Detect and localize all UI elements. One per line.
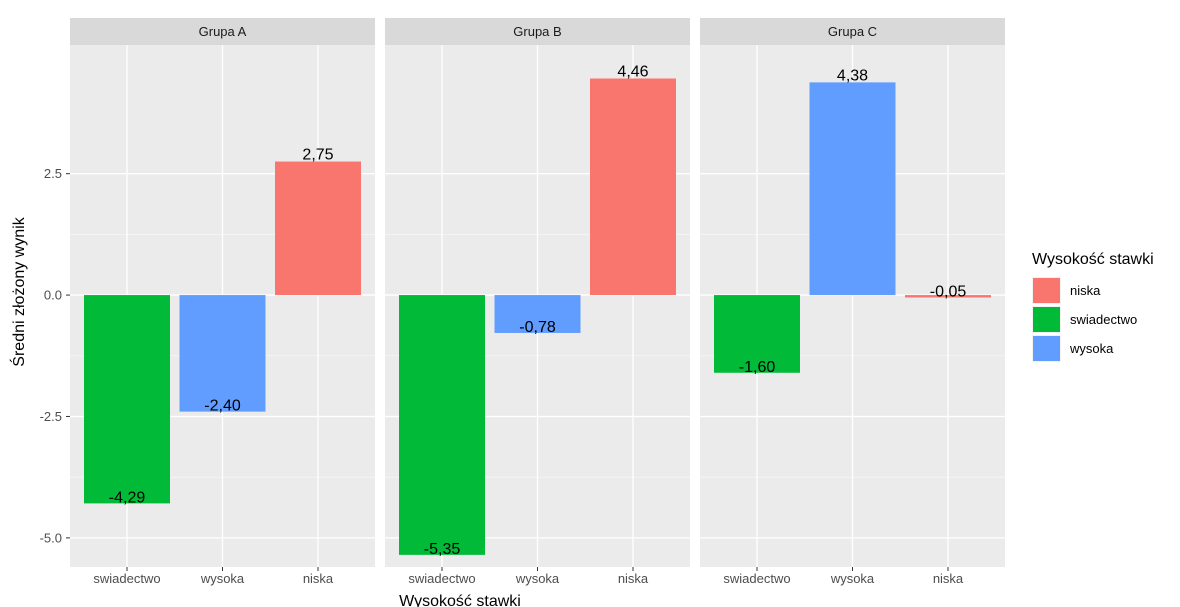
legend-item-wysoka: wysoka: [1032, 335, 1114, 362]
legend-swatch: [1033, 307, 1060, 332]
panel-strip: [70, 18, 375, 45]
x-tick-label: swiadectwo: [408, 571, 475, 586]
y-axis-title: Średni złożony wynik: [9, 216, 28, 366]
x-axis-title: Wysokość stawki: [399, 593, 521, 607]
bar-swiadectwo: [714, 295, 800, 373]
legend-item-niska: niska: [1032, 277, 1101, 304]
bar-swiadectwo: [84, 295, 170, 504]
panel-2: Grupa B -5,35 swiadectwo -0,78 wysoka 4,46 nis…: [385, 18, 690, 586]
y-axis: -5.0 -2.5 0.0 2.5: [40, 166, 70, 545]
x-tick-label: niska: [933, 571, 964, 586]
bar-value-label: 2,75: [302, 147, 333, 164]
legend: Wysokość stawki niska swiadectwo wysoka: [1032, 251, 1154, 362]
x-tick-label: swiadectwo: [93, 571, 160, 586]
panel-title: Grupa A: [199, 24, 247, 39]
legend-swatch: [1033, 278, 1060, 303]
panel-title: Grupa B: [513, 24, 561, 39]
y-tick-label: 2.5: [44, 166, 62, 181]
y-tick-label: -2.5: [40, 409, 62, 424]
bar-wysoka: [494, 295, 581, 333]
bar-wysoka: [179, 295, 266, 412]
x-tick-label: niska: [618, 571, 649, 586]
bar-value-label: -4,29: [109, 489, 146, 506]
panels-layer: Grupa A -4,29 swiadectwo -2,40 wysoka 2,75 nis…: [70, 18, 1005, 586]
legend-label: wysoka: [1069, 341, 1114, 356]
bar-value-label: -0,05: [930, 284, 967, 301]
bar-niska: [275, 161, 361, 296]
legend-label: swiadectwo: [1070, 312, 1137, 327]
x-tick-label: swiadectwo: [723, 571, 790, 586]
panel-3: Grupa C -1,60 swiadectwo 4,38 wysoka -0,05 nis…: [700, 18, 1005, 586]
x-tick-label: wysoka: [515, 571, 560, 586]
legend-swatch: [1033, 336, 1060, 361]
bar-value-label: -5,35: [424, 541, 461, 558]
panel-strip: [700, 18, 1005, 45]
panel-strip: [385, 18, 690, 45]
x-tick-label: wysoka: [200, 571, 245, 586]
y-tick-label: 0.0: [44, 288, 62, 303]
bar-niska: [590, 78, 676, 296]
bar-wysoka: [809, 82, 896, 296]
bar-value-label: -0,78: [519, 319, 556, 336]
bar-value-label: 4,46: [617, 64, 648, 81]
bar-value-label: -1,60: [739, 359, 776, 376]
x-tick-label: niska: [303, 571, 334, 586]
panel-title: Grupa C: [828, 24, 877, 39]
x-tick-label: wysoka: [830, 571, 875, 586]
y-tick-label: -5.0: [40, 530, 62, 545]
bar-value-label: -2,40: [204, 398, 241, 415]
panel-1: Grupa A -4,29 swiadectwo -2,40 wysoka 2,75 nis…: [70, 18, 375, 586]
legend-item-swiadectwo: swiadectwo: [1032, 306, 1137, 333]
bar-value-label: 4,38: [837, 67, 868, 84]
bar-niska: [905, 295, 991, 298]
bar-swiadectwo: [399, 295, 485, 555]
legend-label: niska: [1070, 283, 1101, 298]
legend-title: Wysokość stawki: [1032, 251, 1154, 268]
